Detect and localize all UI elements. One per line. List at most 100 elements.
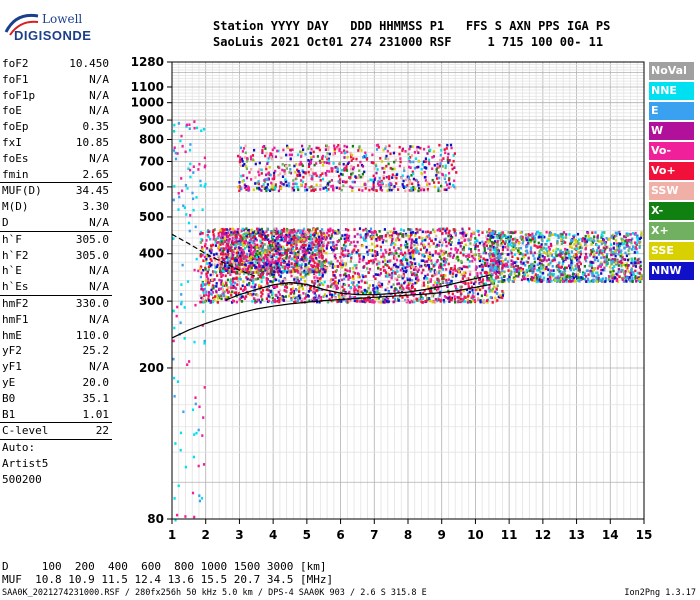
echo-point	[429, 255, 432, 258]
echo-point	[335, 285, 339, 288]
echo-point	[507, 238, 510, 241]
echo-point	[306, 270, 309, 273]
echo-point	[285, 286, 289, 289]
echo-point	[633, 257, 637, 260]
echo-point	[348, 270, 351, 273]
echo-point	[515, 268, 518, 271]
echo-point	[539, 248, 542, 251]
echo-point	[230, 270, 233, 274]
echo-point	[444, 274, 447, 277]
echo-point	[402, 229, 405, 232]
echo-point	[475, 265, 478, 268]
echo-point	[632, 245, 635, 248]
echo-point	[271, 236, 274, 240]
echo-point	[273, 298, 276, 301]
echo-point	[377, 282, 380, 285]
echo-point	[577, 242, 580, 245]
echo-point	[238, 241, 241, 245]
echo-point	[449, 269, 452, 273]
echo-point	[410, 238, 414, 242]
echo-point	[224, 239, 227, 242]
echo-point	[572, 276, 575, 279]
echo-point	[453, 267, 456, 271]
echo-point	[302, 175, 305, 179]
echo-point	[408, 165, 411, 169]
echo-point	[317, 270, 320, 274]
echo-point	[540, 262, 543, 266]
echo-point	[282, 252, 285, 255]
echo-point	[483, 247, 486, 250]
echo-point	[459, 245, 462, 248]
echo-point	[478, 254, 481, 257]
echo-point	[317, 249, 320, 253]
echo-point	[570, 264, 573, 267]
echo-point	[283, 261, 286, 264]
echo-point	[473, 282, 476, 286]
echo-point	[518, 269, 521, 273]
echo-point	[620, 258, 623, 261]
echo-point	[221, 289, 224, 293]
echo-point	[199, 300, 202, 304]
echo-point	[260, 295, 263, 298]
echo-point	[396, 278, 399, 282]
echo-point	[296, 297, 299, 300]
echo-point	[202, 288, 205, 291]
echo-point	[476, 229, 479, 233]
echo-point	[559, 233, 562, 236]
echo-point	[577, 260, 580, 263]
echo-point	[494, 230, 497, 234]
echo-point	[341, 278, 344, 282]
echo-point	[565, 275, 568, 279]
echo-point	[533, 279, 536, 282]
echo-point	[410, 273, 414, 277]
echo-point	[613, 259, 616, 262]
echo-point	[282, 266, 285, 269]
echo-point	[375, 233, 378, 237]
echo-point	[413, 240, 416, 243]
echo-point	[275, 244, 278, 247]
echo-point	[221, 242, 224, 245]
echo-point	[445, 231, 448, 235]
echo-point	[367, 261, 370, 265]
echo-point	[513, 267, 516, 271]
echo-point	[238, 261, 241, 265]
echo-point	[340, 296, 343, 300]
echo-point	[231, 253, 235, 257]
echo-point	[203, 287, 207, 291]
echo-point	[407, 287, 410, 290]
echo-point	[472, 291, 475, 295]
echo-point	[615, 279, 618, 282]
echo-point	[295, 262, 298, 266]
echo-point	[353, 299, 356, 303]
echo-point	[199, 294, 202, 298]
echo-point	[469, 270, 472, 274]
echo-point	[202, 301, 205, 304]
echo-point	[538, 278, 541, 282]
echo-point	[505, 264, 508, 268]
echo-point	[371, 242, 374, 246]
echo-point	[261, 257, 264, 261]
echo-point	[277, 247, 280, 251]
echo-point	[298, 248, 301, 252]
echo-point	[585, 244, 588, 247]
echo-point	[429, 270, 432, 273]
echo-point	[313, 269, 316, 272]
echo-point	[358, 169, 361, 172]
echo-point	[573, 234, 576, 237]
echo-point	[344, 244, 347, 248]
echo-point	[639, 264, 642, 268]
echo-point	[597, 259, 600, 262]
echo-point	[464, 238, 467, 242]
echo-point	[495, 276, 498, 279]
echo-point	[244, 232, 247, 235]
echo-point	[561, 233, 564, 236]
echo-point	[432, 265, 435, 268]
echo-point	[474, 245, 477, 248]
echo-point	[308, 260, 311, 263]
echo-point	[397, 254, 400, 258]
echo-point	[490, 255, 493, 258]
echo-point	[240, 174, 243, 178]
echo-point	[559, 251, 563, 255]
echo-point	[546, 250, 549, 253]
echo-point	[239, 259, 242, 262]
